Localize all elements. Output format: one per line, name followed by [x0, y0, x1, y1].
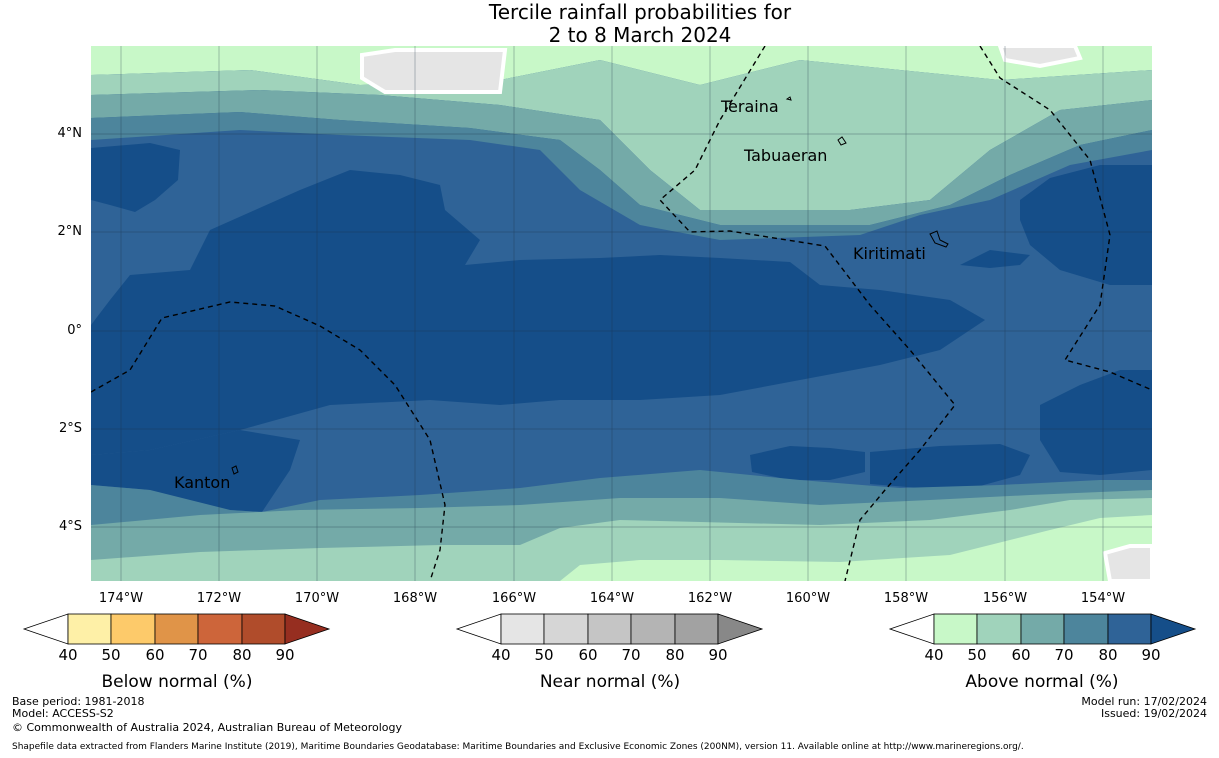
colorbar-below-swatch: [241, 613, 286, 645]
colorbar-tick: 80: [1098, 646, 1118, 664]
nodata-patch: [360, 48, 508, 94]
colorbar-tick: 40: [58, 646, 78, 664]
colorbar-title-below: Below normal (%): [101, 672, 253, 692]
colorbar-tick: 50: [101, 646, 121, 664]
region-above-40-bottom: [560, 515, 1152, 581]
colorbar-near-swatch: [674, 613, 719, 645]
place-label-teraina: Teraina: [721, 97, 779, 116]
region-above-90-spot2: [870, 444, 1030, 488]
colorbar-tick: 40: [924, 646, 944, 664]
colorbar-above-swatch: [1063, 613, 1109, 645]
colorbar-tick: 60: [145, 646, 165, 664]
region-above-50-top: [91, 60, 1152, 210]
shapefile-credit-text: Shapefile data extracted from Flanders M…: [12, 742, 1024, 752]
colorbar-below-swatch: [110, 613, 156, 645]
colorbar-above-swatch: [1020, 613, 1065, 645]
colorbar-near-swatch: [630, 613, 676, 645]
lon-label: 154°W: [1080, 591, 1126, 606]
region-above-90-ne: [1020, 165, 1152, 285]
colorbar-tick: 80: [232, 646, 252, 664]
region-above-90-spot3: [960, 250, 1030, 268]
lat-label: 2°S: [58, 421, 82, 436]
lon-label: 160°W: [785, 591, 831, 606]
colorbar-tick: 70: [1054, 646, 1074, 664]
colorbar-near-swatch: [587, 613, 632, 645]
model-run-text: Model run: 17/02/2024: [1081, 695, 1207, 708]
region-above-90-spot1: [750, 446, 865, 480]
colorbar-below-swatch: [154, 613, 199, 645]
colorbar-above-swatch: [1107, 613, 1152, 645]
lon-label: 162°W: [687, 591, 733, 606]
lat-label: 0°: [67, 323, 82, 338]
region-above-90-se: [1040, 370, 1152, 475]
island-outlines: [231, 96, 949, 475]
colorbar-above: [888, 613, 1197, 645]
nodata-patch: [997, 46, 1083, 69]
colorbar-above-swatch: [1150, 613, 1197, 645]
lon-label: 174°W: [98, 591, 144, 606]
lon-label: 158°W: [883, 591, 929, 606]
colorbar-tick: 70: [621, 646, 641, 664]
lat-label: 2°N: [57, 224, 83, 239]
lon-label: 168°W: [392, 591, 438, 606]
lat-label: 4°N: [57, 126, 83, 141]
region-above-90-nw: [91, 143, 180, 212]
place-label-kiritimati: Kiritimati: [853, 244, 926, 263]
colorbar-below: [22, 613, 331, 645]
nodata-patch: [1102, 544, 1152, 581]
colorbar-below-swatch: [284, 613, 331, 645]
lat-label: 4°S: [58, 519, 82, 534]
lon-label: 164°W: [589, 591, 635, 606]
place-label-tabuaeran: Tabuaeran: [744, 146, 828, 165]
place-label-kanton: Kanton: [174, 473, 231, 492]
colorbar-above-swatch: [976, 613, 1022, 645]
lon-label: 172°W: [196, 591, 242, 606]
eez-boundaries: [91, 46, 1152, 581]
region-above-90-kanton: [91, 430, 300, 512]
colorbar-tick: 50: [967, 646, 987, 664]
colorbar-near-swatch: [500, 613, 545, 645]
map-title-line1: Tercile rainfall probabilities for: [488, 0, 792, 24]
colorbar-tick: 50: [534, 646, 554, 664]
map-title-line2: 2 to 8 March 2024: [548, 23, 732, 47]
region-above-70-top: [91, 112, 1152, 240]
colorbar-tick: 70: [188, 646, 208, 664]
colorbar-near-swatch: [717, 613, 764, 645]
colorbar-title-near: Near normal (%): [539, 672, 681, 692]
gridlines: [91, 46, 1152, 581]
colorbar-tick: 90: [275, 646, 295, 664]
region-above-40-top: [91, 46, 1152, 85]
colorbar-above-swatch: [933, 613, 978, 645]
colorbar-tick: 90: [1141, 646, 1161, 664]
colorbar-title-above: Above normal (%): [965, 672, 1119, 692]
colorbar-below-swatch: [67, 613, 112, 645]
colorbar-tick: 60: [1011, 646, 1031, 664]
colorbar-below-swatch: [197, 613, 243, 645]
colorbar-tick: 80: [665, 646, 685, 664]
base-period-text: Base period: 1981-2018: [12, 695, 145, 708]
lon-label: 166°W: [491, 591, 537, 606]
model-text: Model: ACCESS-S2: [12, 707, 114, 720]
issued-text: Issued: 19/02/2024: [1100, 707, 1207, 720]
colorbar-tick: 40: [491, 646, 511, 664]
lon-label: 156°W: [982, 591, 1028, 606]
copyright-text: © Commonwealth of Australia 2024, Austra…: [12, 721, 402, 734]
colorbar-tick: 90: [708, 646, 728, 664]
colorbar-near-swatch: [543, 613, 589, 645]
colorbar-tick: 60: [578, 646, 598, 664]
colorbar-near: [455, 613, 764, 645]
region-above-60-top: [91, 90, 1152, 225]
region-above-90-main: [91, 170, 985, 455]
lon-label: 170°W: [294, 591, 340, 606]
